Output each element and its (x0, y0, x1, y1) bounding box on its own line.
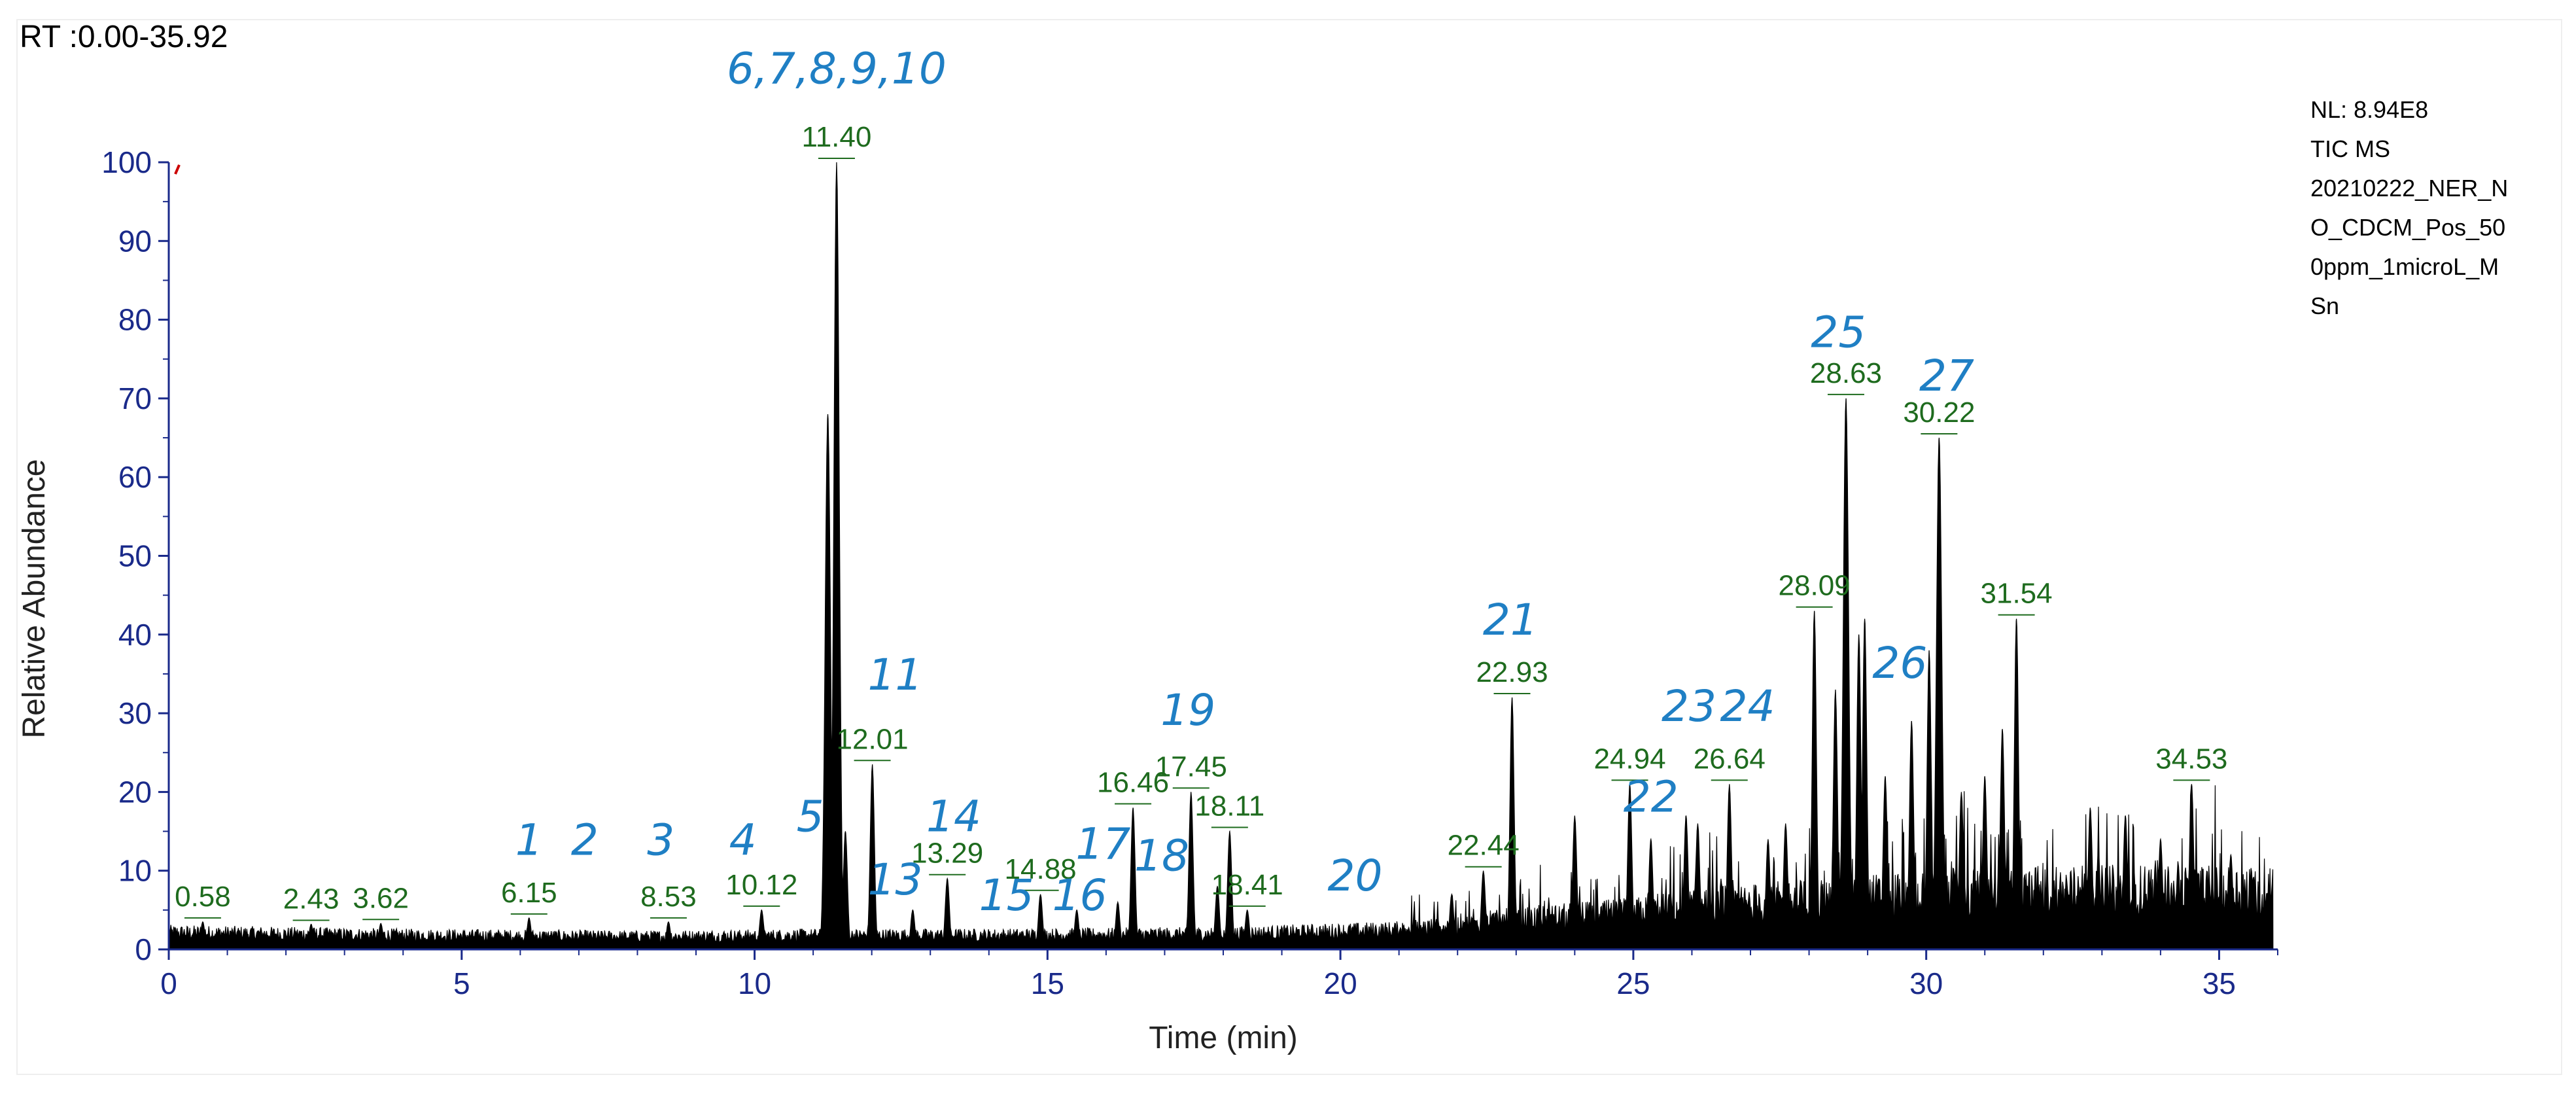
compound-number-label: 22 (1624, 771, 1679, 822)
y-tick-label: 70 (118, 381, 152, 415)
y-tick-label: 30 (118, 696, 152, 730)
x-tick-label: 35 (2202, 966, 2236, 1000)
x-tick-label: 15 (1031, 966, 1064, 1000)
compound-number-label: 26 (1872, 638, 1927, 688)
y-tick-label: 60 (118, 460, 152, 494)
retention-time-label: 18.41 (1211, 869, 1283, 901)
x-axis-title: Time (min) (1149, 1021, 1298, 1055)
y-tick-label: 80 (118, 303, 152, 337)
y-tick-label: 10 (118, 854, 152, 888)
peak-labels: 0.58 2.43 3.62 6.15 8.53 10.12 11.40 12.01 13.29… (175, 44, 2227, 921)
y-tick-label: 90 (118, 224, 152, 258)
x-tick-label: 30 (1909, 966, 1943, 1000)
retention-time-label: 24.94 (1593, 743, 1665, 775)
retention-time-label: 17.45 (1155, 750, 1227, 783)
compound-number-label: 14 (926, 792, 981, 842)
compound-number-label: 19 (1160, 685, 1215, 735)
info-line: TIC MS (2310, 135, 2390, 162)
retention-time-label: 30.22 (1903, 397, 1975, 429)
compound-number-label: 20 (1328, 851, 1383, 901)
retention-time-label: 18.11 (1194, 790, 1264, 822)
y-tick-label: 100 (101, 145, 152, 179)
compound-number-label: 27 (1919, 351, 1974, 401)
y-axis-title: Relative Abundance (17, 459, 52, 739)
retention-time-label: 22.93 (1476, 656, 1548, 688)
info-line: Sn (2310, 292, 2339, 319)
retention-time-label: 0.58 (175, 881, 231, 913)
retention-time-label: 31.54 (1981, 578, 2053, 610)
compound-number-label: 1 (515, 815, 543, 866)
retention-time-label: 13.29 (911, 838, 983, 870)
retention-time-label: 3.62 (353, 882, 409, 914)
retention-time-label: 14.88 (1005, 853, 1077, 885)
compound-number-label: 17 (1075, 819, 1130, 870)
y-tick-label: 0 (135, 932, 152, 966)
tic-trace-path (168, 162, 2274, 950)
compound-number-label: 23 (1662, 681, 1716, 732)
y-tick-label: 40 (118, 618, 152, 652)
x-tick-label: 10 (738, 966, 771, 1000)
compound-number-label: 18 (1134, 831, 1189, 881)
x-tick-label: 20 (1324, 966, 1357, 1000)
info-line: 20210222_NER_N (2310, 175, 2508, 202)
y-tick-label: 50 (118, 539, 152, 573)
info-line: NL: 8.94E8 (2310, 96, 2428, 123)
retention-time-label: 2.43 (283, 883, 339, 915)
compound-number-label: 13 (867, 855, 922, 905)
info-line: 0ppm_1microL_M (2310, 253, 2499, 280)
x-tick-label: 25 (1616, 966, 1650, 1000)
retention-time-label: 26.64 (1694, 743, 1766, 775)
x-tick-label: 5 (453, 966, 470, 1000)
retention-time-label: 6.15 (501, 877, 557, 909)
rt-range-label: RT :0.00-35.92 (20, 20, 228, 54)
retention-time-label: 22.44 (1448, 830, 1520, 862)
retention-time-label: 12.01 (837, 723, 909, 755)
retention-time-label: 8.53 (640, 881, 697, 913)
retention-time-label: 34.53 (2155, 743, 2227, 775)
y-tick-label: 20 (118, 775, 152, 809)
compound-number-label: 4 (729, 815, 757, 866)
compound-number-label: 5 (797, 792, 824, 842)
retention-time-label: 28.09 (1779, 570, 1851, 602)
info-line: O_CDCM_Pos_50 (2310, 214, 2505, 241)
retention-time-label: 11.40 (802, 121, 872, 153)
compound-number-label: 24 (1720, 681, 1775, 732)
info-box: NL: 8.94E8 TIC MS 20210222_NER_N O_CDCM_… (2310, 96, 2508, 319)
compound-number-label: 3 (647, 815, 674, 866)
retention-time-label: 10.12 (725, 869, 797, 901)
compound-number-label: 16 (1053, 870, 1107, 921)
compound-number-label: 6,7,8,9,10 (727, 44, 947, 94)
compound-number-label: 11 (867, 650, 922, 700)
scale-marker (174, 164, 181, 175)
retention-time-label: 28.63 (1810, 357, 1882, 389)
compound-number-label: 25 (1811, 308, 1866, 358)
tic-trace (168, 162, 2274, 950)
retention-time-label: 16.46 (1097, 766, 1169, 798)
compound-number-label: 2 (571, 815, 599, 866)
x-tick-label: 0 (160, 966, 177, 1000)
compound-number-label: 15 (979, 870, 1034, 921)
compound-number-label: 21 (1483, 595, 1538, 645)
